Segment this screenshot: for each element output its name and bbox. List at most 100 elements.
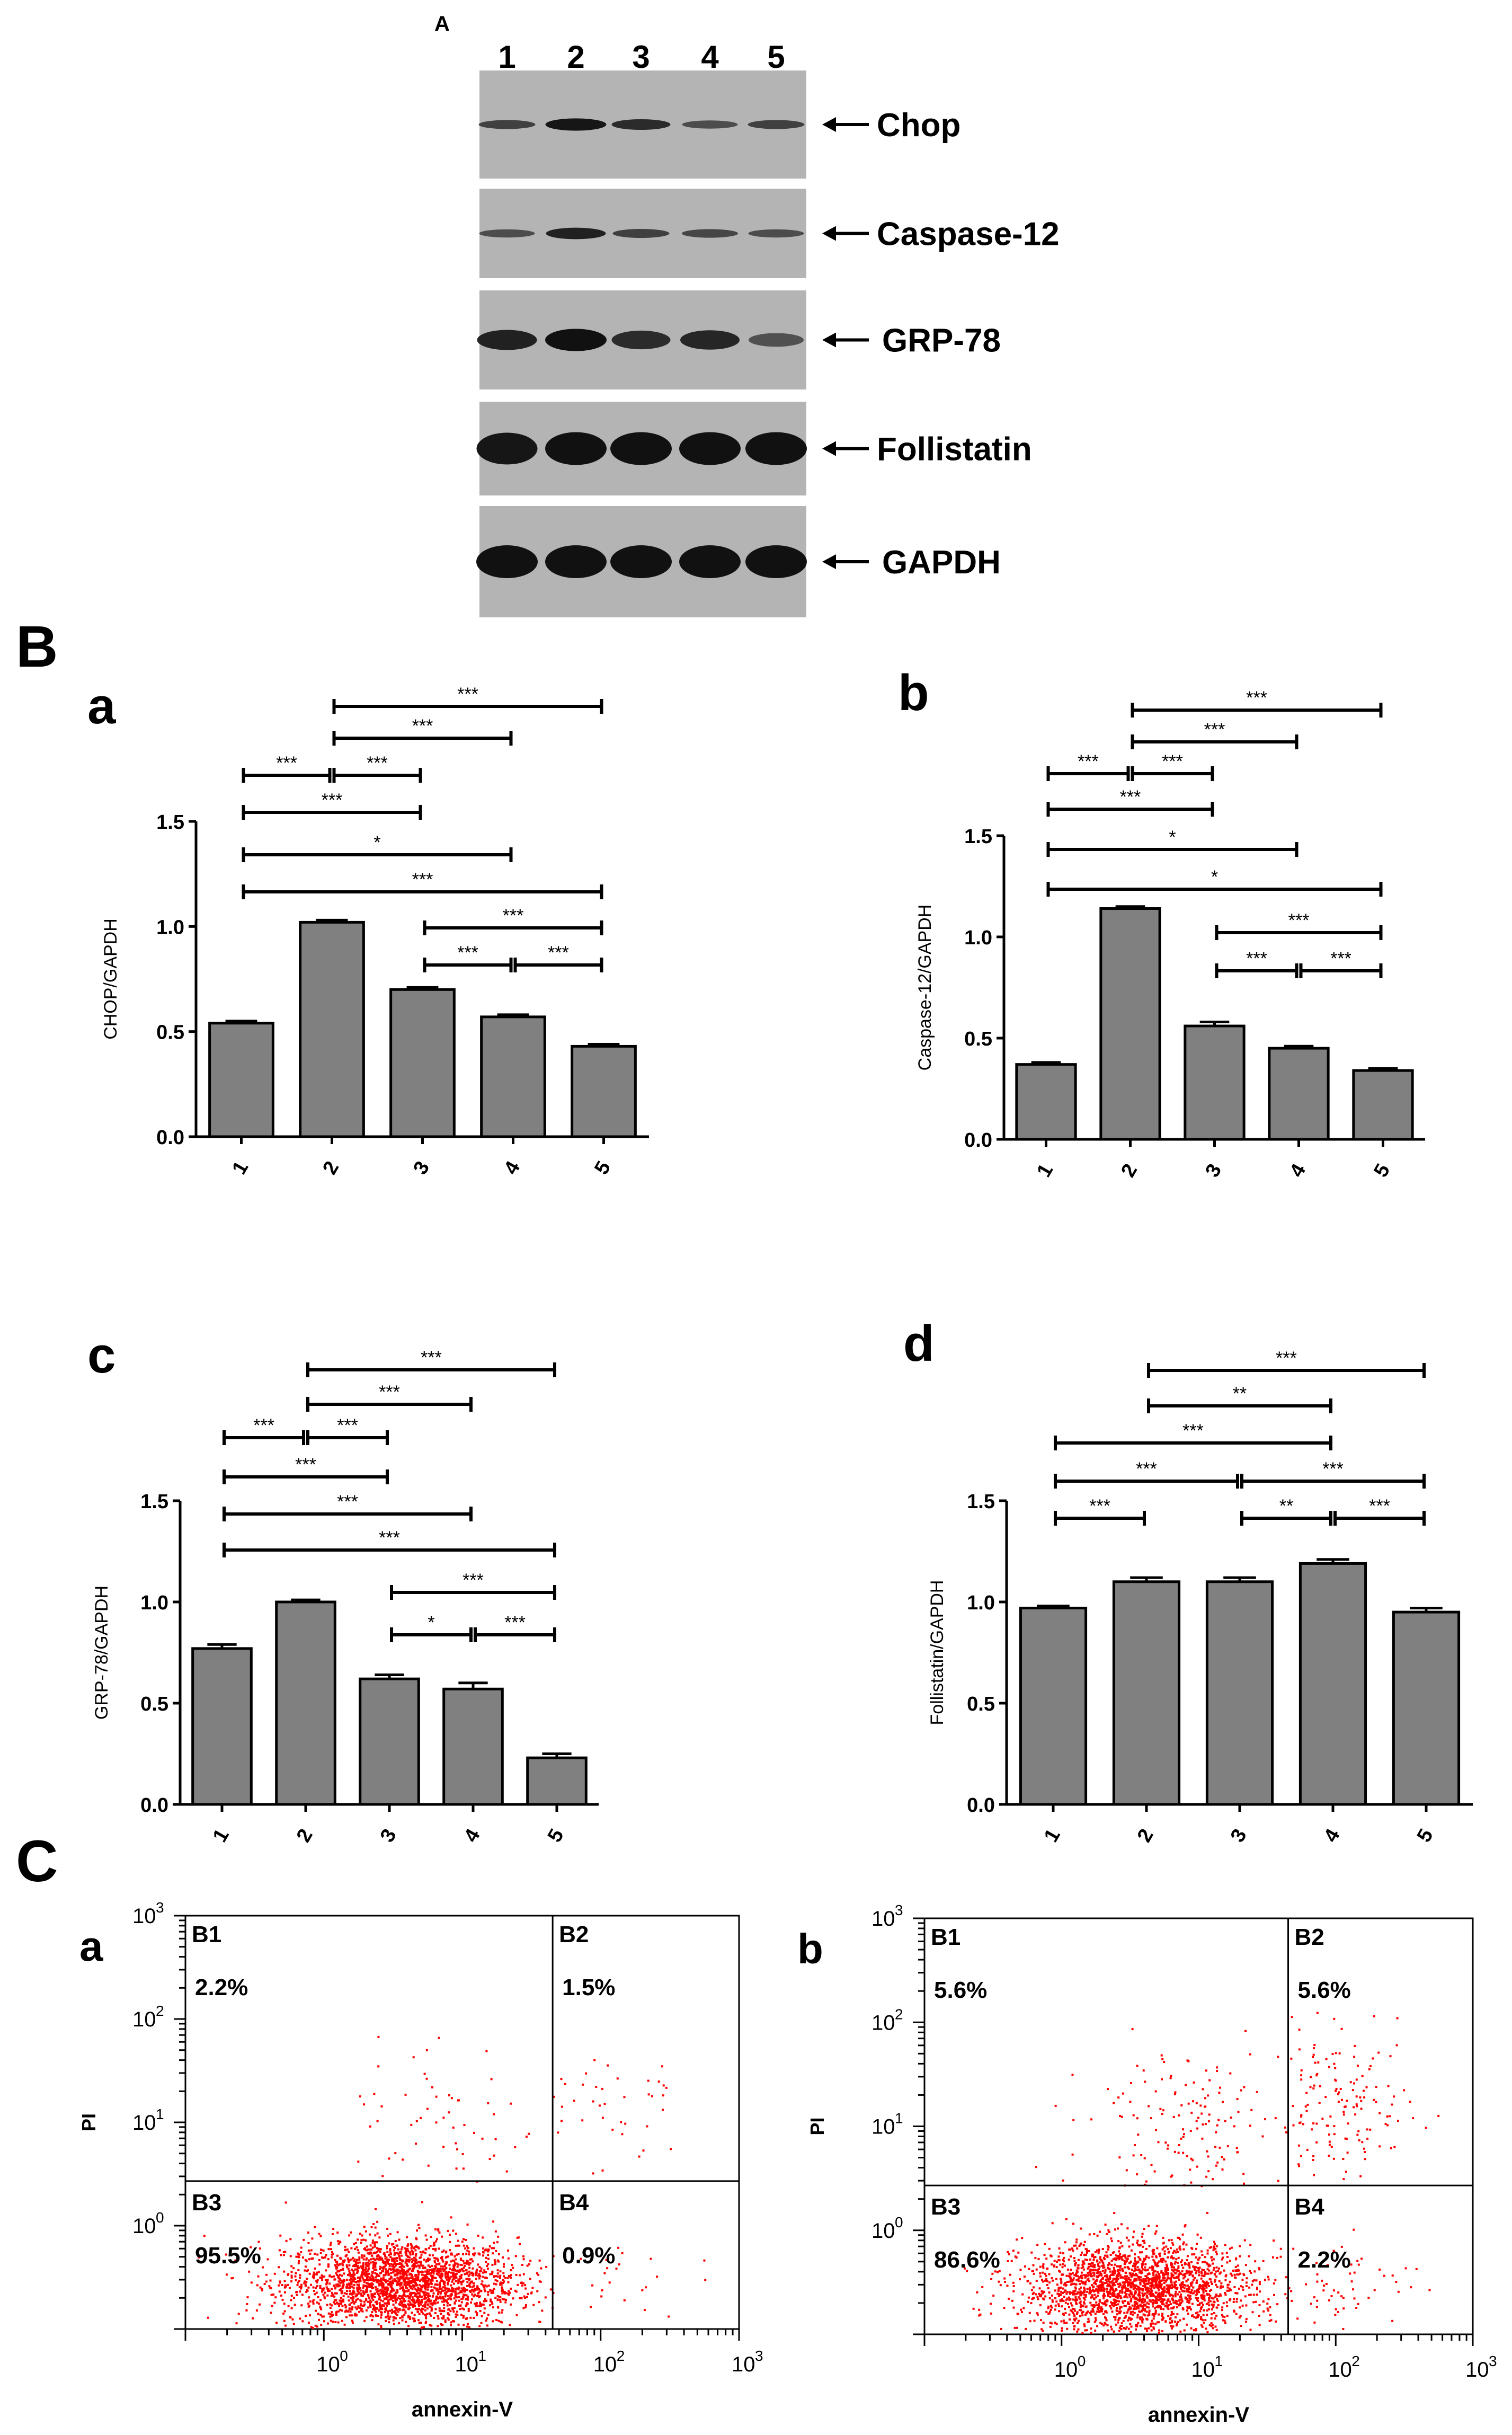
event-dot — [341, 2264, 344, 2266]
event-dot — [348, 2251, 350, 2253]
event-dot — [452, 2289, 454, 2291]
event-dot — [378, 2302, 381, 2305]
event-dot — [1139, 2299, 1141, 2301]
event-dot — [1057, 2290, 1060, 2292]
event-dot — [1151, 2268, 1154, 2271]
event-dot — [1074, 2289, 1077, 2292]
event-dot — [493, 2275, 495, 2278]
event-dot — [278, 2290, 281, 2293]
event-dot — [1139, 2281, 1142, 2284]
event-dot — [361, 2310, 364, 2313]
event-dot — [503, 2292, 506, 2295]
event-dot — [1054, 2322, 1056, 2324]
event-dot — [662, 2084, 665, 2087]
event-dot — [349, 2310, 352, 2313]
event-dot — [1253, 2270, 1256, 2273]
event-dot — [1152, 2274, 1155, 2277]
event-dot — [1112, 2258, 1115, 2261]
event-dot — [414, 2288, 417, 2290]
event-dot — [1051, 2300, 1054, 2303]
event-dot — [478, 2277, 481, 2280]
event-dot — [412, 2291, 415, 2294]
event-dot — [1124, 2254, 1126, 2257]
event-dot — [451, 2307, 453, 2310]
event-dot — [420, 2310, 423, 2313]
event-dot — [1104, 2269, 1107, 2271]
event-dot — [415, 2142, 417, 2145]
event-dot — [316, 2271, 318, 2274]
event-dot — [641, 2289, 644, 2291]
event-dot — [1109, 2289, 1111, 2291]
event-dot — [399, 2272, 402, 2274]
event-dot — [1174, 2261, 1177, 2263]
event-dot — [1217, 2295, 1220, 2298]
event-dot — [1035, 2280, 1038, 2282]
event-dot — [395, 2313, 397, 2315]
event-dot — [330, 2319, 332, 2322]
event-dot — [1179, 2238, 1181, 2241]
event-dot — [475, 2274, 477, 2277]
event-dot — [412, 2299, 414, 2302]
event-dot — [341, 2299, 343, 2302]
event-dot — [342, 2260, 344, 2262]
event-dot — [478, 2305, 481, 2307]
event-dot — [1175, 2284, 1177, 2287]
event-dot — [504, 2277, 506, 2279]
event-dot — [1170, 2262, 1172, 2264]
event-dot — [1067, 2303, 1069, 2305]
event-dot — [442, 2298, 445, 2300]
event-dot — [322, 2294, 325, 2296]
event-dot — [412, 2300, 415, 2303]
event-dot — [1104, 2275, 1107, 2277]
y-tick-label: 1.5 — [964, 826, 992, 848]
event-dot — [1159, 2298, 1161, 2300]
event-dot — [329, 2307, 332, 2309]
event-dot — [426, 2298, 429, 2301]
event-dot — [407, 2296, 410, 2299]
event-dot — [1189, 2282, 1192, 2285]
event-dot — [1177, 2267, 1180, 2270]
event-dot — [1127, 2301, 1129, 2304]
event-dot — [457, 2244, 459, 2247]
event-dot — [1152, 2272, 1155, 2274]
event-dot — [378, 2296, 381, 2298]
event-dot — [334, 2321, 337, 2323]
event-dot — [388, 2242, 390, 2245]
event-dot — [363, 2293, 366, 2295]
event-dot — [304, 2269, 306, 2272]
event-dot — [375, 2208, 377, 2210]
event-dot — [405, 2290, 407, 2293]
event-dot — [1064, 2307, 1066, 2310]
event-dot — [1213, 2280, 1216, 2283]
event-dot — [415, 2120, 418, 2122]
event-dot — [1033, 2272, 1035, 2275]
event-dot — [662, 2109, 664, 2111]
event-dot — [339, 2281, 342, 2284]
event-dot — [366, 2277, 368, 2279]
event-dot — [386, 2228, 389, 2230]
event-dot — [1027, 2300, 1029, 2303]
blot-band — [611, 119, 671, 130]
event-dot — [1087, 2274, 1089, 2277]
event-dot — [455, 2299, 457, 2302]
event-dot — [386, 2245, 388, 2247]
event-dot — [287, 2273, 290, 2275]
event-dot — [1193, 2316, 1196, 2318]
event-dot — [992, 2295, 995, 2297]
event-dot — [1149, 2291, 1152, 2294]
event-dot — [399, 2252, 402, 2254]
event-dot — [1162, 2246, 1165, 2249]
event-dot — [329, 2244, 332, 2246]
event-dot — [1124, 2327, 1127, 2330]
event-dot — [398, 2262, 401, 2264]
event-dot — [1079, 2306, 1082, 2308]
event-dot — [1168, 2291, 1170, 2294]
bar — [299, 920, 365, 1138]
event-dot — [1215, 2266, 1218, 2269]
event-dot — [1212, 2297, 1215, 2300]
event-dot — [519, 2274, 521, 2277]
event-dot — [356, 2288, 359, 2290]
event-dot — [1066, 2268, 1069, 2271]
event-dot — [294, 2275, 297, 2278]
event-dot — [1064, 2282, 1066, 2284]
